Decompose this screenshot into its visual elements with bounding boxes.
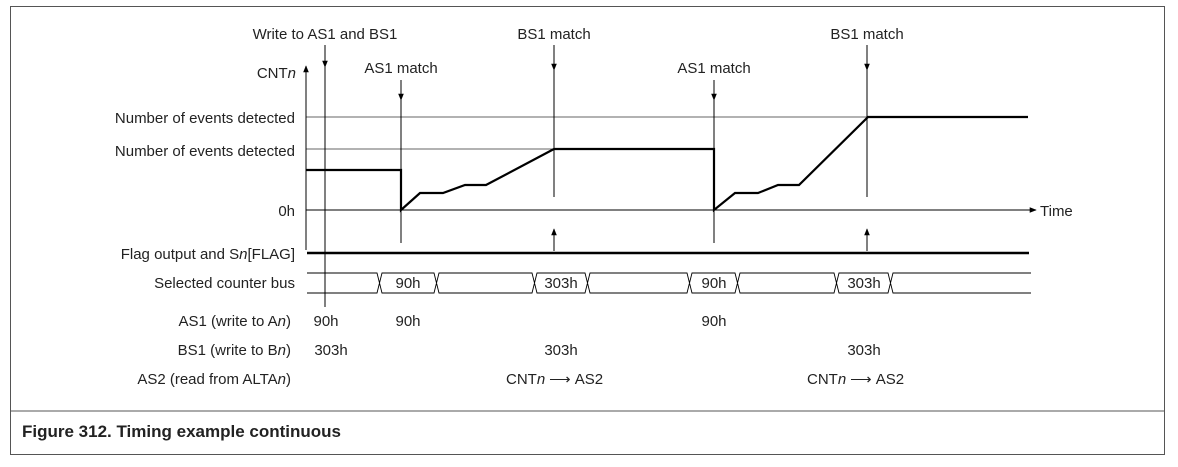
as2-transfer-1: CNTn ⟶ AS2 [506, 371, 603, 388]
figure-caption: Figure 312. Timing example continuous [22, 422, 341, 441]
bus-value-4: 303h [847, 275, 880, 292]
counter-bus-signal [307, 272, 1031, 294]
bus-value-3: 90h [701, 275, 726, 292]
as1-value-2: 90h [395, 313, 420, 330]
bus-row-label: Selected counter bus [154, 275, 295, 292]
bs1-value-1: 303h [314, 342, 347, 359]
write-event-label: Write to AS1 and BS1 [253, 26, 398, 43]
bs1-row-label: BS1 (write to Bn) [178, 342, 291, 359]
as2-row-label: AS2 (read from ALTAn) [137, 371, 291, 388]
as1-match-label-2: AS1 match [677, 60, 750, 77]
as2-transfer-2: CNTn ⟶ AS2 [807, 371, 904, 388]
as1-row-label: AS1 (write to An) [178, 313, 291, 330]
level-label-mid: Number of events detected [115, 143, 295, 160]
counter-waveform [306, 115, 1028, 213]
bus-value-2: 303h [544, 275, 577, 292]
as1-value-3: 90h [701, 313, 726, 330]
bs1-value-3: 303h [847, 342, 880, 359]
y-axis-label: CNTn [257, 65, 296, 82]
zero-label: 0h [278, 203, 295, 220]
as1-match-label-1: AS1 match [364, 60, 437, 77]
figure-frame [10, 6, 1165, 455]
as1-value-1: 90h [313, 313, 338, 330]
level-label-high: Number of events detected [115, 110, 295, 127]
bs1-match-label-1: BS1 match [517, 26, 590, 43]
x-axis-label: Time [1040, 203, 1073, 220]
bs1-match-label-2: BS1 match [830, 26, 903, 43]
bus-value-1: 90h [395, 275, 420, 292]
flag-row-label: Flag output and Sn[FLAG] [121, 246, 295, 263]
bs1-value-2: 303h [544, 342, 577, 359]
